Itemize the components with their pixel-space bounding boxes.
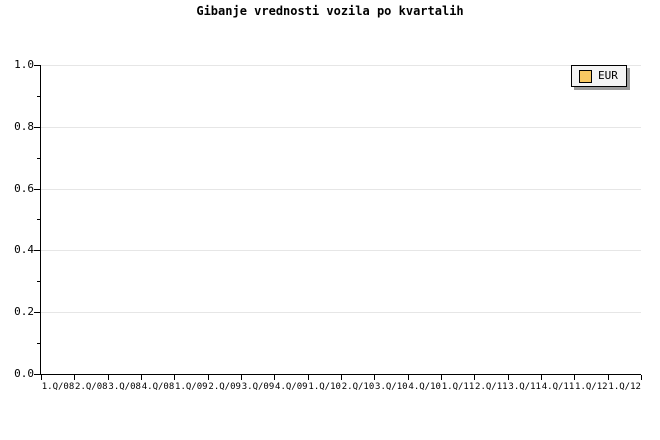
y-axis-major-tick <box>34 312 41 313</box>
y-axis-tick-label: 1.0 <box>14 58 34 71</box>
y-axis-minor-tick <box>37 219 41 220</box>
x-axis-tick-label: 1.Q/08 <box>41 382 75 392</box>
gridline-0.4 <box>41 250 641 251</box>
x-axis-tick <box>607 375 609 380</box>
x-axis-tick-label: 3.Q/10 <box>375 382 408 392</box>
x-axis-tick-label: 1.Q/12 <box>575 382 608 392</box>
y-axis-tick-label: 0.0 <box>14 367 34 380</box>
y-axis-minor-tick <box>37 281 41 282</box>
x-axis-tick <box>641 375 642 380</box>
legend: EUR <box>571 65 627 87</box>
x-axis-tick-label: 2.Q/09 <box>208 382 241 392</box>
legend-label: EUR <box>598 69 618 82</box>
x-axis-tick-label: 3.Q/09 <box>241 382 275 392</box>
x-axis-tick <box>107 375 109 380</box>
chart-title: Gibanje vrednosti vozila po kvartalih <box>196 4 464 18</box>
x-axis-tick-label: 2.Q/10 <box>341 382 375 392</box>
gridline-0.2 <box>41 312 641 313</box>
plot-area: 1.0 0.8 0.6 0.4 0.2 0.0 1.Q/08 2.Q/08 3.… <box>14 58 642 392</box>
x-axis-tick <box>374 375 376 380</box>
gridline-1.0 <box>41 65 641 66</box>
x-axis-tick-label: 1.Q/10 <box>308 382 341 392</box>
y-axis-minor-tick <box>37 343 41 344</box>
y-axis-tick-label: 0.8 <box>14 120 34 133</box>
x-axis-tick-label: 3.Q/11 <box>508 382 541 392</box>
x-axis-tick-label: 3.Q/08 <box>108 382 141 392</box>
x-axis-tick-label: 4.Q/10 <box>408 382 441 392</box>
x-axis-tick <box>41 375 42 380</box>
x-axis-tick-label: 2.Q/08 <box>75 382 108 392</box>
y-axis-tick-label: 0.4 <box>14 243 34 256</box>
y-axis-minor-tick <box>37 158 41 159</box>
x-axis-tick-label: 1.Q/11 <box>441 382 475 392</box>
y-axis-major-tick <box>34 374 41 375</box>
x-axis-tick <box>507 375 509 380</box>
x-axis-tick-label: 4.Q/11 <box>541 382 575 392</box>
x-axis-tick <box>341 375 342 380</box>
x-axis-tick <box>474 375 476 380</box>
y-axis-major-tick <box>34 250 41 251</box>
x-axis-tick <box>241 375 242 380</box>
x-axis-tick-label: 1.Q/12 <box>608 382 641 392</box>
x-axis-tick <box>307 375 309 380</box>
y-axis-major-tick <box>34 65 41 66</box>
y-axis-major-tick <box>34 127 41 128</box>
x-axis-tick <box>274 375 276 380</box>
x-axis-tick <box>574 375 576 380</box>
x-axis-tick <box>541 375 542 380</box>
x-axis-tick <box>207 375 209 380</box>
x-axis-tick <box>141 375 142 380</box>
y-axis-major-tick <box>34 189 41 190</box>
x-axis-tick <box>74 375 75 380</box>
gridline-0.6 <box>41 189 641 190</box>
x-axis-tick <box>407 375 409 380</box>
gridline-0.8 <box>41 127 641 128</box>
x-axis-tick-label: 2.Q/11 <box>475 382 508 392</box>
y-axis-tick-label: 0.2 <box>14 305 34 318</box>
x-axis-tick-label: 4.Q/08 <box>141 382 175 392</box>
x-axis-tick-label: 1.Q/09 <box>175 382 208 392</box>
x-axis-tick <box>174 375 176 380</box>
y-axis-tick-label: 0.6 <box>14 182 34 195</box>
x-axis-tick-label: 4.Q/09 <box>275 382 308 392</box>
y-axis-minor-tick <box>37 96 41 97</box>
legend-swatch-icon <box>579 69 592 83</box>
x-axis-tick <box>441 375 442 380</box>
